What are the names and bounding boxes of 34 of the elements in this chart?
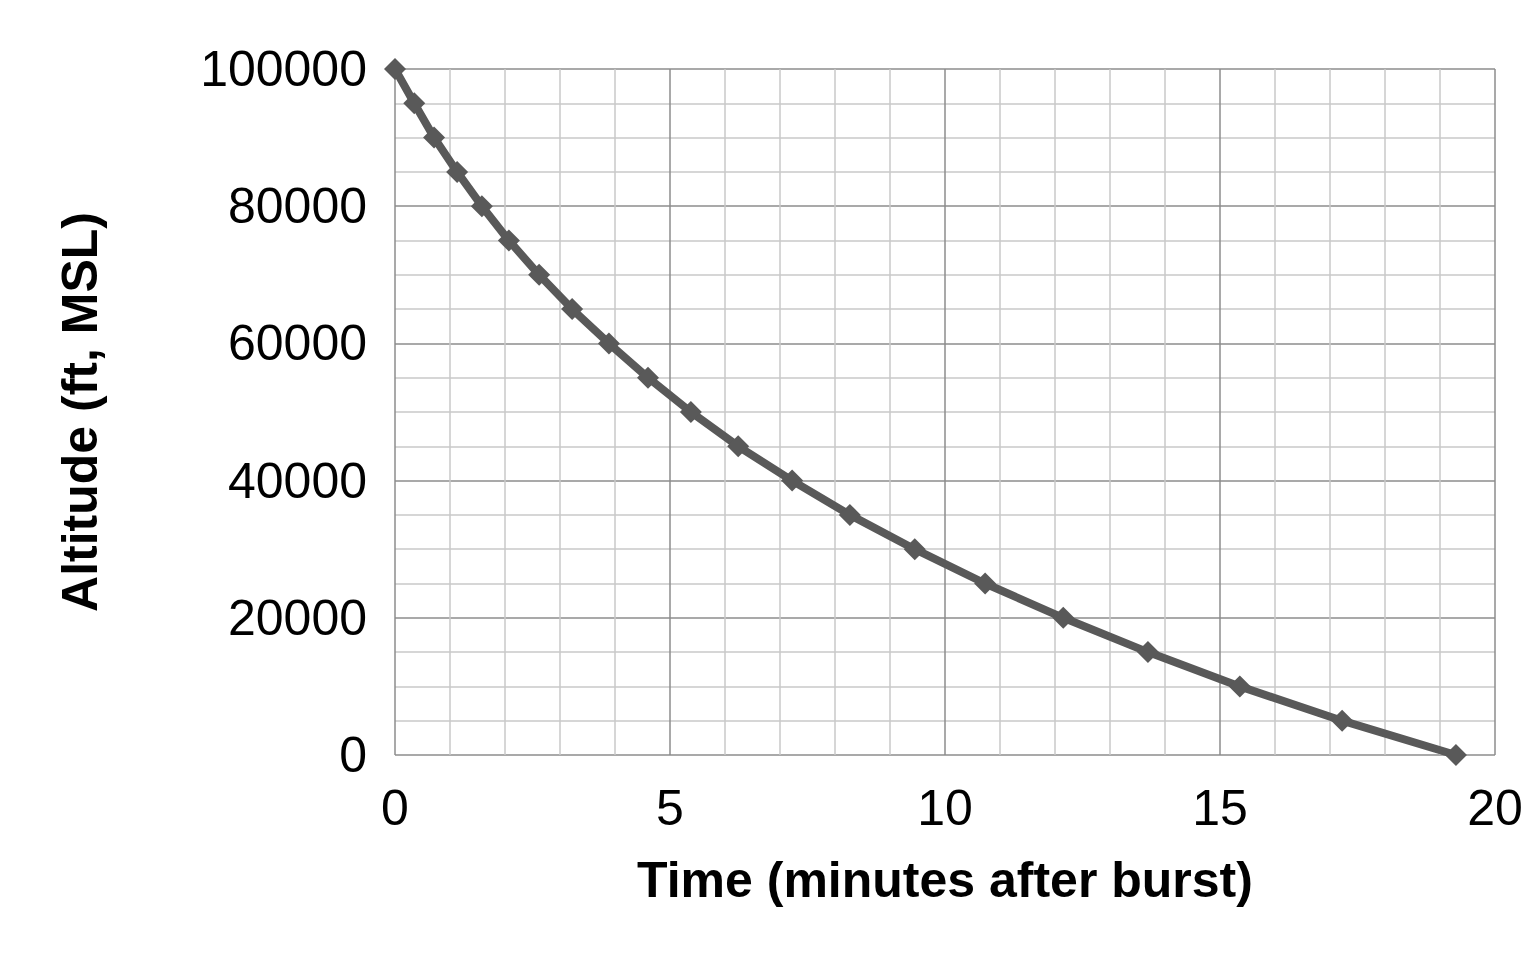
point: [637, 366, 659, 389]
y-tick-label: 60000: [227, 315, 367, 372]
point: [1052, 606, 1075, 629]
point: [423, 126, 446, 149]
x-tick-label: 10: [917, 780, 973, 836]
y-tick-label: 40000: [227, 452, 367, 509]
x-axis-title: Time (minutes after burst): [637, 852, 1253, 908]
point: [446, 160, 469, 183]
point: [679, 401, 702, 423]
y-tick-label: 0: [339, 727, 367, 783]
point: [727, 435, 750, 458]
point: [1331, 709, 1354, 732]
point: [1444, 744, 1467, 766]
point: [974, 572, 997, 595]
point: [528, 263, 551, 286]
point: [403, 92, 426, 115]
point: [561, 298, 584, 321]
x-tick-label: 15: [1192, 780, 1248, 836]
point: [781, 469, 804, 492]
point: [838, 503, 861, 526]
point: [497, 229, 520, 252]
y-tick-label: 100000: [200, 41, 367, 97]
x-tick-label: 5: [656, 780, 684, 836]
point: [1228, 675, 1251, 698]
y-axis-title: Altitude (ft, MSL): [52, 212, 108, 612]
point: [903, 538, 926, 561]
point: [470, 195, 493, 218]
y-tick-label: 80000: [227, 178, 367, 235]
x-tick-label: 20: [1467, 780, 1523, 836]
point: [597, 332, 620, 355]
x-tick-label: 0: [381, 780, 409, 836]
y-tick-label: 20000: [227, 589, 367, 646]
point: [384, 58, 406, 80]
point: [1136, 641, 1159, 664]
